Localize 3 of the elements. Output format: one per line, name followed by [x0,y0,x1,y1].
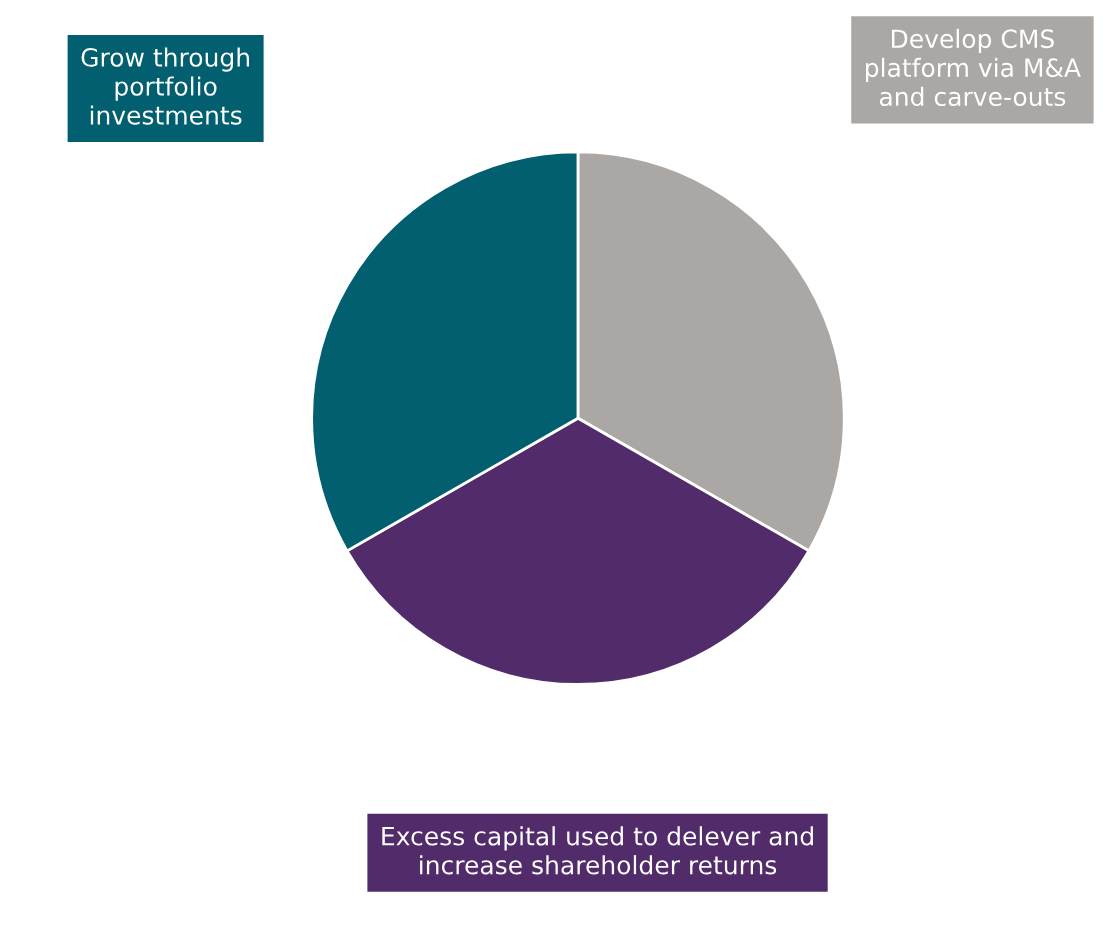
slice-label: Excess capital used to delever and increase shareholder returns [382,826,813,875]
slice-label: Grow through portfolio investments [81,47,249,125]
slice-label: Develop CMS platform via M&A and carve-outs [866,28,1081,107]
